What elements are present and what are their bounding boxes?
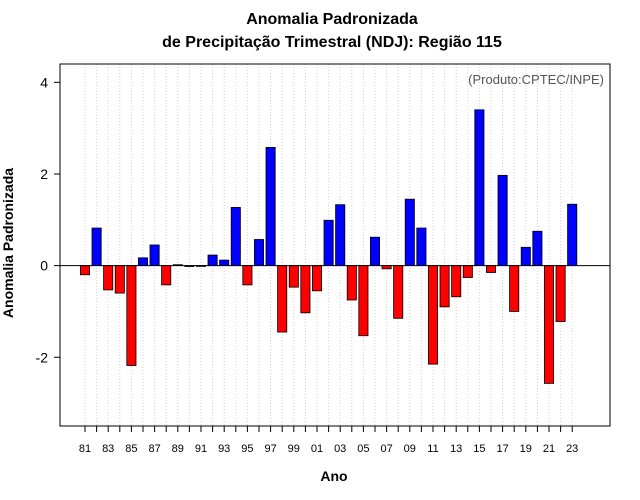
bar-1999 — [288, 265, 299, 288]
bar-2006 — [369, 236, 380, 267]
bar-2012 — [439, 265, 450, 308]
x-axis-label: Ano — [320, 468, 347, 484]
x-tick-label: 01 — [311, 443, 323, 455]
x-tick-label: 17 — [496, 443, 508, 455]
x-tick-label: 95 — [241, 443, 253, 455]
x-tick-label: 23 — [566, 443, 578, 455]
bar-2016 — [485, 265, 496, 273]
bars — [80, 109, 578, 384]
x-tick-label: 91 — [195, 443, 207, 455]
bar-1994 — [230, 207, 241, 267]
bar-1992 — [207, 254, 218, 267]
x-axis-ticks: 81 83 85 87 89 91 93 95 97 99 01 03 05 07 09 11 13 15 17 19… — [79, 426, 578, 455]
bar-2013 — [451, 265, 462, 298]
x-tick-label: 99 — [288, 443, 300, 455]
x-tick-label: 21 — [543, 443, 555, 455]
bar-2019 — [520, 246, 531, 267]
bar-2009 — [404, 198, 415, 267]
bar-1987 — [149, 244, 160, 267]
bar-1988 — [161, 265, 172, 286]
bar-2003 — [335, 204, 346, 267]
x-tick-label: 85 — [125, 443, 137, 455]
bar-2022 — [555, 265, 566, 322]
x-tick-label: 97 — [264, 443, 276, 455]
bar-2005 — [358, 265, 369, 337]
y-tick-label: 0 — [40, 258, 48, 274]
y-tick-label: -2 — [36, 349, 49, 365]
x-tick-label: 09 — [404, 443, 416, 455]
bar-2014 — [462, 265, 473, 278]
bar-2015 — [474, 109, 485, 267]
bar-2018 — [509, 265, 520, 312]
bar-1998 — [277, 265, 288, 333]
x-tick-label: 15 — [473, 443, 485, 455]
y-axis-ticks: -2 0 2 4 — [36, 74, 60, 365]
x-tick-label: 11 — [427, 443, 438, 455]
x-tick-label: 19 — [520, 443, 532, 455]
bar-1984 — [114, 265, 125, 294]
bar-2002 — [323, 219, 334, 267]
bar-1983 — [103, 265, 114, 291]
x-tick-label: 83 — [102, 443, 114, 455]
bar-2000 — [300, 265, 311, 314]
chart-subtitle: de Precipitação Trimestral (NDJ): Região… — [162, 34, 502, 51]
bar-1993 — [219, 259, 230, 267]
bar-2008 — [393, 265, 404, 319]
bar-2017 — [497, 174, 508, 267]
bar-2010 — [416, 227, 427, 267]
bar-1996 — [253, 239, 264, 267]
bar-2001 — [311, 265, 322, 292]
bar-2021 — [544, 265, 555, 384]
y-tick-label: 2 — [40, 166, 48, 182]
x-tick-label: 93 — [218, 443, 230, 455]
x-tick-label: 03 — [334, 443, 346, 455]
plot-frame — [59, 63, 611, 427]
chart-title: Anomalia Padronizada — [246, 11, 418, 28]
bar-1995 — [242, 265, 253, 286]
x-tick-label: 89 — [172, 443, 184, 455]
bar-2011 — [427, 265, 438, 365]
bar-2020 — [532, 230, 543, 267]
bar-1985 — [126, 265, 137, 366]
y-axis-label: Anomalia Padronizada — [0, 168, 16, 318]
credit-label: (Produto:CPTEC/INPE) — [468, 72, 604, 87]
x-tick-label: 07 — [380, 443, 392, 455]
bar-1982 — [91, 227, 102, 267]
y-tick-label: 4 — [40, 74, 48, 90]
x-tick-label: 87 — [148, 443, 160, 455]
x-tick-label: 81 — [79, 443, 91, 455]
bar-1986 — [137, 257, 148, 267]
x-tick-label: 13 — [450, 443, 462, 455]
bar-2023 — [567, 203, 578, 267]
x-tick-label: 05 — [357, 443, 369, 455]
bar-2004 — [346, 265, 357, 301]
bar-1997 — [265, 146, 276, 267]
bar-1981 — [80, 265, 91, 276]
